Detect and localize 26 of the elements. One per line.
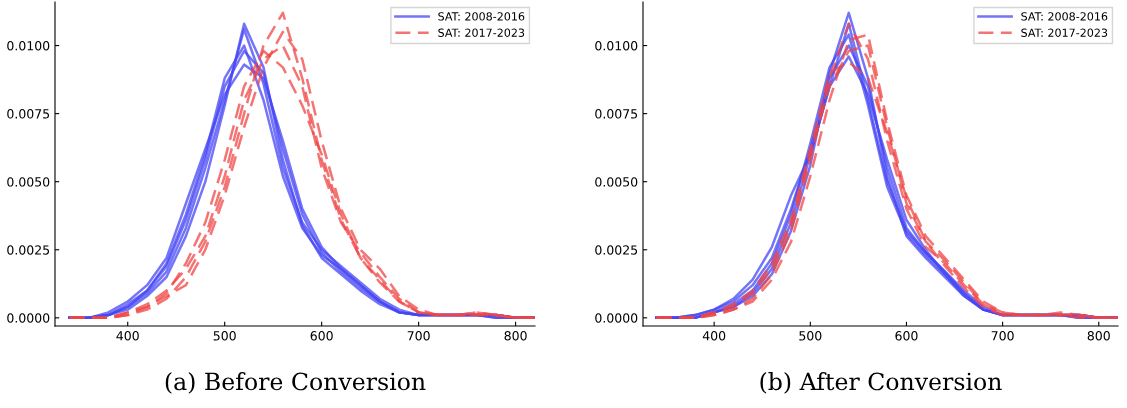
y-tick-label: 0.0100 bbox=[7, 41, 50, 51]
y-tick-label: 0.0050 bbox=[595, 177, 638, 187]
x-tick-label: 500 bbox=[213, 331, 236, 341]
x-tick-label: 700 bbox=[407, 331, 430, 341]
x-tick-label: 800 bbox=[504, 331, 527, 341]
y-tick-label: 0.0050 bbox=[7, 177, 50, 187]
x-tick-label: 700 bbox=[991, 331, 1014, 341]
legend-label: SAT: 2017-2023 bbox=[438, 28, 525, 37]
x-tick-label: 600 bbox=[895, 331, 918, 341]
y-tick-label: 0.0000 bbox=[595, 313, 638, 323]
x-tick-label: 800 bbox=[1087, 331, 1110, 341]
legend-label: SAT: 2008-2016 bbox=[1021, 12, 1108, 21]
x-tick-label: 400 bbox=[702, 331, 726, 341]
y-tick-label: 0.0000 bbox=[7, 313, 50, 323]
y-tick-label: 0.0075 bbox=[595, 109, 638, 119]
legend-label: SAT: 2017-2023 bbox=[1021, 28, 1108, 37]
y-tick-label: 0.0025 bbox=[7, 245, 50, 255]
x-tick-label: 400 bbox=[116, 331, 139, 341]
x-tick-label: 500 bbox=[799, 331, 822, 341]
text: (a) Before Conversion bbox=[165, 372, 426, 394]
y-tick-label: 0.0075 bbox=[7, 109, 50, 119]
text: (b) After Conversion bbox=[760, 372, 1002, 394]
y-tick-label: 0.0025 bbox=[595, 245, 638, 255]
y-tick-label: 0.0100 bbox=[595, 41, 638, 51]
legend-label: SAT: 2008-2016 bbox=[438, 12, 525, 21]
x-tick-label: 600 bbox=[310, 331, 333, 341]
